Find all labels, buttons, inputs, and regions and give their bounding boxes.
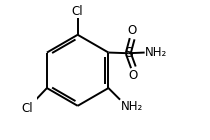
Text: Cl: Cl bbox=[22, 102, 33, 115]
Text: O: O bbox=[129, 69, 138, 82]
Text: NH₂: NH₂ bbox=[121, 100, 143, 113]
Text: S: S bbox=[124, 46, 133, 60]
Text: Cl: Cl bbox=[72, 5, 84, 18]
Text: NH₂: NH₂ bbox=[145, 46, 167, 59]
Text: O: O bbox=[127, 24, 137, 37]
